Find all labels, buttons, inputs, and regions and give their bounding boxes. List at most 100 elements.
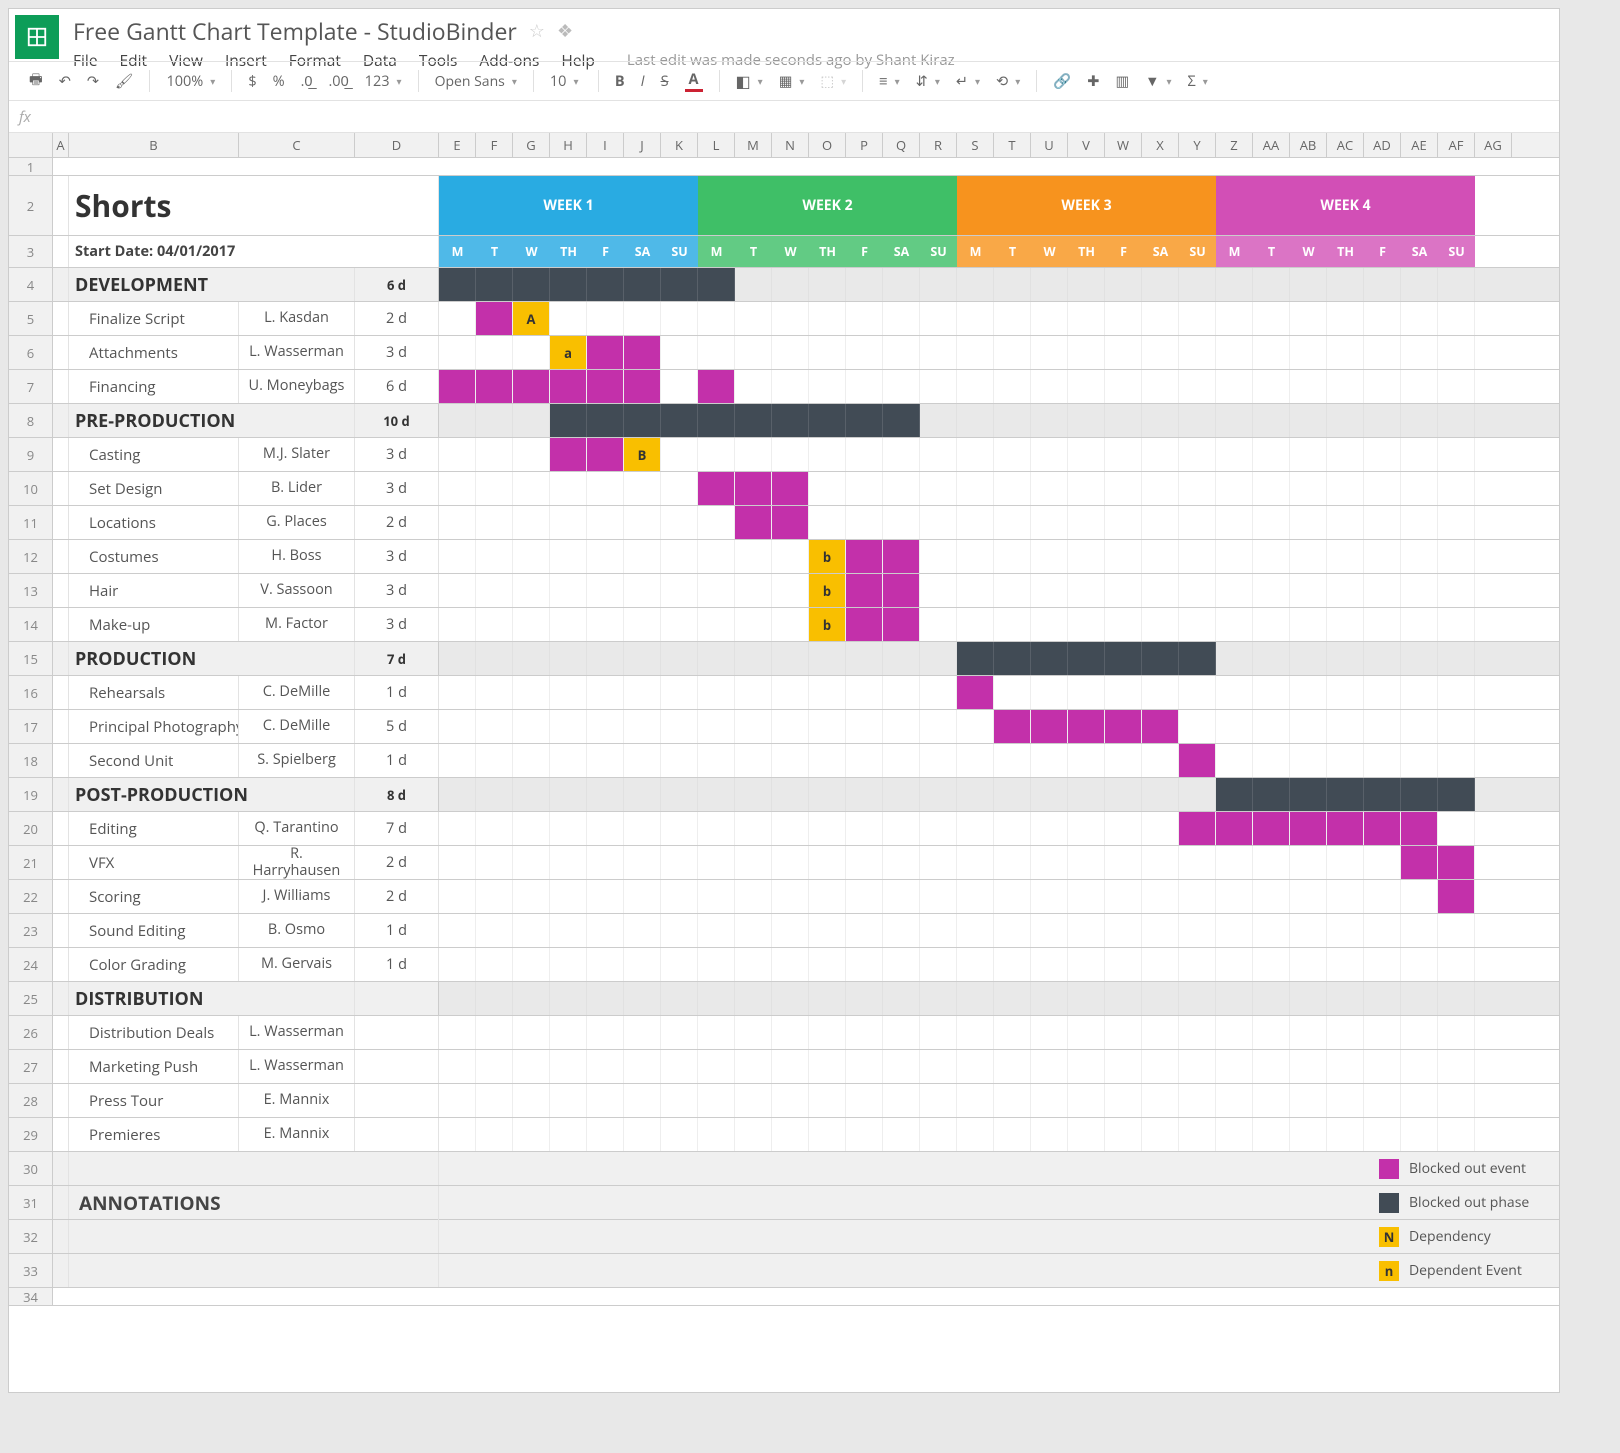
- cell[interactable]: [53, 1152, 69, 1185]
- gantt-cell[interactable]: [994, 880, 1031, 913]
- gantt-cell[interactable]: [883, 1084, 920, 1117]
- gantt-cell[interactable]: [439, 710, 476, 743]
- gantt-cell[interactable]: [1142, 880, 1179, 913]
- task-person[interactable]: C. DeMille: [239, 710, 355, 743]
- gantt-cell[interactable]: [1142, 608, 1179, 641]
- dow-cell[interactable]: W: [1031, 236, 1068, 267]
- gantt-cell[interactable]: [1179, 710, 1216, 743]
- gantt-cell[interactable]: [1290, 948, 1327, 981]
- gantt-cell[interactable]: [772, 846, 809, 879]
- gantt-cell[interactable]: [1327, 744, 1364, 777]
- gantt-cell[interactable]: [1179, 540, 1216, 573]
- gantt-cell[interactable]: [957, 302, 994, 335]
- col-header-C[interactable]: C: [239, 133, 355, 157]
- task-duration[interactable]: [355, 1118, 439, 1151]
- col-header-AB[interactable]: AB: [1290, 133, 1327, 157]
- gantt-cell[interactable]: [1253, 1016, 1290, 1049]
- gantt-cell[interactable]: [1401, 370, 1438, 403]
- gantt-cell[interactable]: [513, 370, 550, 403]
- gantt-cell[interactable]: [1068, 1118, 1105, 1151]
- gantt-cell[interactable]: [1068, 914, 1105, 947]
- gantt-cell[interactable]: [809, 302, 846, 335]
- gantt-cell[interactable]: [698, 1050, 735, 1083]
- gantt-cell[interactable]: [587, 812, 624, 845]
- gantt-cell[interactable]: [476, 1050, 513, 1083]
- row-header[interactable]: 11: [9, 506, 53, 539]
- gantt-cell[interactable]: [846, 880, 883, 913]
- cell[interactable]: [53, 1254, 69, 1287]
- gantt-cell[interactable]: [1364, 438, 1401, 471]
- task-name[interactable]: Editing: [69, 812, 239, 845]
- gantt-cell[interactable]: [772, 1084, 809, 1117]
- gantt-cell[interactable]: [883, 914, 920, 947]
- gantt-cell[interactable]: [439, 1084, 476, 1117]
- gantt-cell[interactable]: [550, 302, 587, 335]
- gantt-cell[interactable]: [698, 812, 735, 845]
- gantt-cell[interactable]: [624, 472, 661, 505]
- gantt-cell[interactable]: [624, 744, 661, 777]
- gantt-cell[interactable]: [1105, 608, 1142, 641]
- gantt-cell[interactable]: [920, 302, 957, 335]
- gantt-cell[interactable]: [476, 608, 513, 641]
- gantt-cell[interactable]: [1438, 880, 1475, 913]
- gantt-cell[interactable]: [1105, 472, 1142, 505]
- gantt-cell[interactable]: [1068, 1016, 1105, 1049]
- gantt-cell[interactable]: [550, 506, 587, 539]
- gantt-cell[interactable]: [809, 812, 846, 845]
- gantt-cell[interactable]: [624, 812, 661, 845]
- valign-button[interactable]: ⇵: [910, 68, 946, 95]
- dow-cell[interactable]: TH: [1068, 236, 1105, 267]
- gantt-cell[interactable]: [698, 574, 735, 607]
- gantt-cell[interactable]: [735, 914, 772, 947]
- gantt-cell[interactable]: [661, 880, 698, 913]
- gantt-cell[interactable]: [735, 336, 772, 369]
- gantt-cell[interactable]: [476, 914, 513, 947]
- gantt-cell[interactable]: [735, 1084, 772, 1117]
- gantt-cell[interactable]: [809, 1084, 846, 1117]
- task-person[interactable]: M.J. Slater: [239, 438, 355, 471]
- gantt-cell[interactable]: [846, 472, 883, 505]
- gantt-cell[interactable]: [1105, 710, 1142, 743]
- gantt-cell[interactable]: [1253, 540, 1290, 573]
- gantt-cell[interactable]: [1327, 948, 1364, 981]
- row-header[interactable]: 3: [9, 236, 53, 267]
- gantt-cell[interactable]: [439, 336, 476, 369]
- gantt-cell[interactable]: [1438, 540, 1475, 573]
- col-header-O[interactable]: O: [809, 133, 846, 157]
- gantt-cell[interactable]: [883, 880, 920, 913]
- gantt-cell[interactable]: [439, 846, 476, 879]
- gantt-cell[interactable]: [439, 540, 476, 573]
- gantt-cell[interactable]: [1105, 1118, 1142, 1151]
- gantt-cell[interactable]: b: [809, 574, 846, 607]
- row-header[interactable]: 22: [9, 880, 53, 913]
- dow-cell[interactable]: T: [735, 236, 772, 267]
- gantt-cell[interactable]: [1179, 1118, 1216, 1151]
- row-header[interactable]: 32: [9, 1220, 53, 1253]
- gantt-cell[interactable]: [1216, 336, 1253, 369]
- task-duration[interactable]: 1 d: [355, 744, 439, 777]
- gantt-cell[interactable]: [624, 370, 661, 403]
- gantt-cell[interactable]: [994, 948, 1031, 981]
- gantt-cell[interactable]: [439, 1016, 476, 1049]
- col-header-J[interactable]: J: [624, 133, 661, 157]
- gantt-cell[interactable]: [1179, 1050, 1216, 1083]
- task-person[interactable]: B. Lider: [239, 472, 355, 505]
- gantt-cell[interactable]: [661, 438, 698, 471]
- gantt-cell[interactable]: [661, 914, 698, 947]
- gantt-cell[interactable]: [772, 1016, 809, 1049]
- gantt-cell[interactable]: [772, 574, 809, 607]
- gantt-cell[interactable]: [1105, 676, 1142, 709]
- gantt-cell[interactable]: [920, 472, 957, 505]
- gantt-cell[interactable]: [698, 370, 735, 403]
- cell[interactable]: [53, 370, 69, 403]
- sheets-app-icon[interactable]: [15, 15, 59, 59]
- gantt-cell[interactable]: [772, 1118, 809, 1151]
- row-header[interactable]: 7: [9, 370, 53, 403]
- gantt-cell[interactable]: A: [513, 302, 550, 335]
- task-person[interactable]: L. Wasserman: [239, 1016, 355, 1049]
- dow-cell[interactable]: M: [698, 236, 735, 267]
- cell[interactable]: [53, 472, 69, 505]
- dow-cell[interactable]: TH: [550, 236, 587, 267]
- gantt-cell[interactable]: [846, 438, 883, 471]
- gantt-cell[interactable]: [550, 812, 587, 845]
